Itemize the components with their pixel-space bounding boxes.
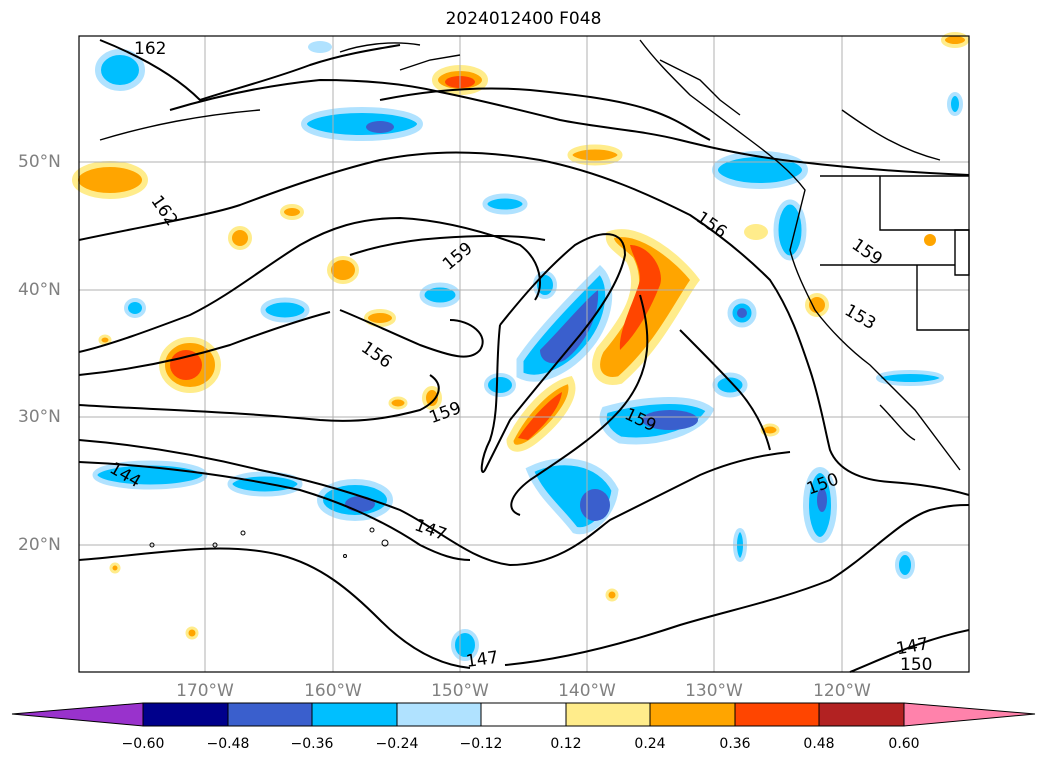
colorbar-segment <box>565 702 651 727</box>
colorbar-tick-label: 0.36 <box>719 736 751 752</box>
contour-label: 159 <box>439 238 477 274</box>
contour-label: 156 <box>357 338 395 373</box>
lat-label: 50°N <box>18 152 61 172</box>
colorbar-tick-label: 0.24 <box>634 736 666 752</box>
contour-label: 162 <box>134 39 166 59</box>
lat-label: 40°N <box>18 280 61 300</box>
colorbar-tick-label: −0.60 <box>121 736 165 752</box>
colorbar-tick-label: −0.12 <box>459 736 503 752</box>
contour-label: 150 <box>900 655 932 675</box>
lon-label: 130°W <box>685 681 743 701</box>
lon-label: 160°W <box>304 681 362 701</box>
coastlines <box>99 39 970 471</box>
colorbar-extend-low <box>11 702 144 727</box>
contour-label: 162 <box>146 192 181 230</box>
colorbar-tick-label: 0.60 <box>888 736 920 752</box>
colorbar-tick-label: 0.48 <box>803 736 835 752</box>
colorbar-segment <box>227 702 313 727</box>
colorbar-segment <box>311 702 398 727</box>
height-contours <box>78 39 970 673</box>
contour-label: 156 <box>692 208 730 243</box>
lon-label: 120°W <box>813 681 871 701</box>
graticule <box>79 36 969 672</box>
lon-label: 170°W <box>176 681 234 701</box>
islands <box>149 527 389 558</box>
map-frame <box>78 35 970 673</box>
colorbar-tick-label: −0.36 <box>290 736 334 752</box>
colorbar-segment <box>734 702 820 727</box>
colorbar-tick-label: −0.48 <box>206 736 250 752</box>
colorbar-segment <box>396 702 482 727</box>
colorbar-extend-high <box>903 702 1036 727</box>
lat-label: 30°N <box>18 407 61 427</box>
colorbar-segment <box>649 702 736 727</box>
contour-label: 147 <box>412 515 449 545</box>
colorbar-segment <box>480 702 567 727</box>
colorbar-tick-label: −0.24 <box>375 736 419 752</box>
map-title: 2024012400 F048 <box>445 9 602 29</box>
contour-label: 147 <box>465 648 500 672</box>
lon-label: 150°W <box>431 681 489 701</box>
colorbar-segment <box>142 702 229 727</box>
lat-label: 20°N <box>18 535 61 555</box>
colorbar-segment <box>818 702 905 727</box>
colorbar-tick-label: 0.12 <box>550 736 582 752</box>
colorbar <box>11 702 1036 727</box>
lon-label: 140°W <box>558 681 616 701</box>
contour-label: 153 <box>841 301 879 335</box>
